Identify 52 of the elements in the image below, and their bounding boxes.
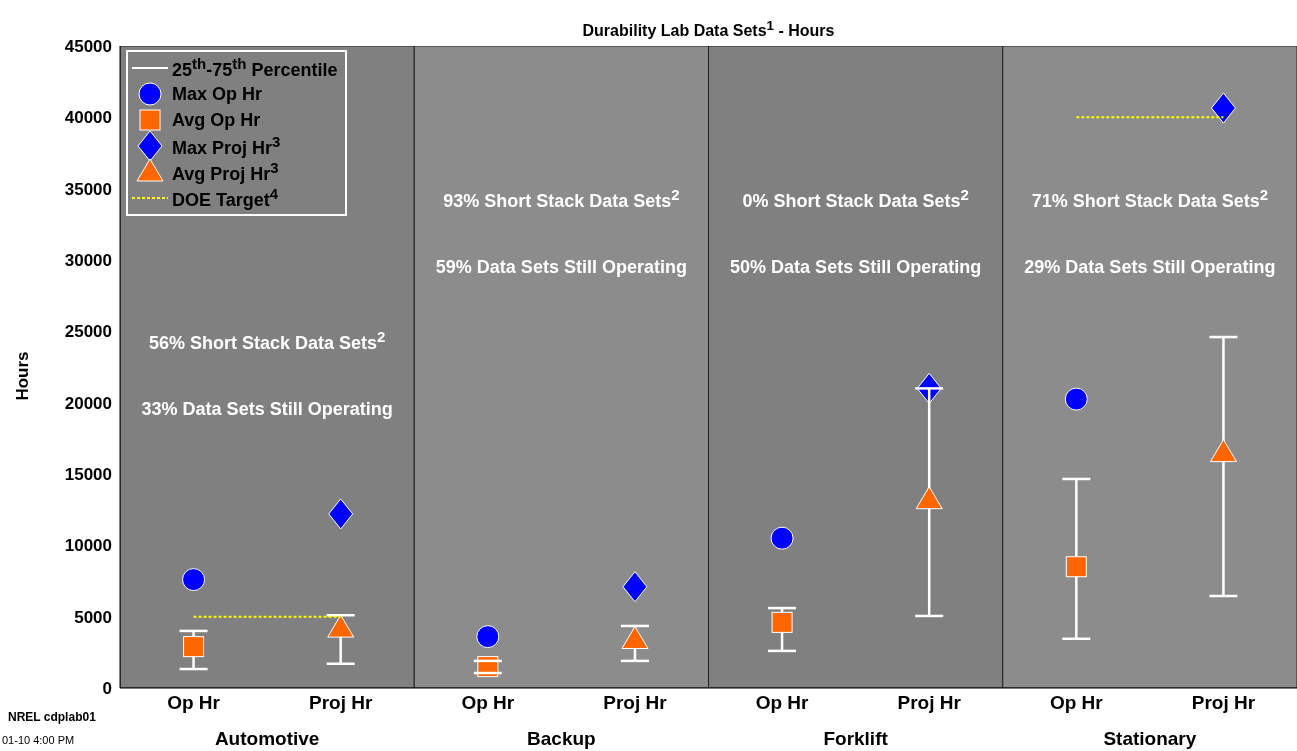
chart-title: Durability Lab Data Sets$^{1}$ - Hours: [581, 18, 836, 41]
x-tick-label: Proj Hr: [1191, 692, 1256, 714]
x-tick-label: Op Hr: [1049, 692, 1104, 714]
y-tick-label: 30000: [64, 251, 112, 271]
y-tick-label: 5000: [74, 607, 112, 627]
y-tick-label: 0: [102, 679, 112, 699]
legend-label: Avg Proj Hr$^{3}$: [172, 159, 279, 185]
legend-label: 25$^{th}$-75$^{th}$ Percentile: [172, 55, 338, 81]
annotation: 33% Data Sets Still Operating: [140, 399, 394, 420]
point: [915, 486, 943, 510]
text: Backup: [526, 728, 597, 750]
y-tick-label: 20000: [64, 393, 112, 413]
point: [182, 568, 206, 592]
x-tick-label: Proj Hr: [309, 692, 373, 714]
point: [1065, 556, 1087, 578]
y-tick-label: 10000: [64, 536, 112, 556]
point: [183, 636, 205, 658]
annotation: 59% Data Sets Still Operating: [434, 257, 688, 278]
x-tick-label: Proj Hr: [603, 692, 668, 714]
legend-label: Max Proj Hr$^{3}$: [172, 133, 281, 159]
y-axis-title: Hours: [12, 351, 33, 401]
y-tick-label: 45000: [64, 37, 112, 57]
annotation: 50% Data Sets Still Operating: [729, 257, 983, 278]
y-tick-label: 15000: [64, 465, 112, 485]
annotation: 56% Short Stack Data Sets$^{2}$: [147, 328, 387, 354]
x-tick-label: Proj Hr: [897, 692, 962, 714]
text: NREL cdplab01: [8, 710, 96, 724]
annotation: 93% Short Stack Data Sets$^{2}$: [442, 186, 681, 212]
text: Forklift: [822, 728, 889, 750]
text: Stationary: [1102, 728, 1198, 750]
annotation: 29% Data Sets Still Operating: [1023, 257, 1277, 278]
point: [1064, 387, 1088, 411]
text: Automotive: [213, 728, 321, 750]
point: [771, 611, 793, 633]
point: [1209, 439, 1237, 463]
x-tick-label: Op Hr: [461, 692, 515, 714]
point: [476, 625, 500, 649]
text: 01-10 4:00 PM: [2, 734, 75, 746]
point: [328, 498, 354, 530]
y-tick-label: 35000: [64, 179, 112, 199]
legend-label: Max Op Hr: [172, 83, 263, 105]
point: [622, 571, 648, 603]
y-tick-label: 25000: [64, 322, 112, 342]
legend-label: DOE Target$^{4}$: [172, 185, 279, 211]
annotation: 0% Short Stack Data Sets$^{2}$: [741, 186, 970, 212]
legend-label: Avg Op Hr: [172, 109, 261, 131]
x-tick-label: Op Hr: [755, 692, 810, 714]
point: [1210, 92, 1236, 124]
y-tick-label: 40000: [64, 108, 112, 128]
x-tick-label: Op Hr: [167, 692, 221, 714]
point: [770, 526, 794, 550]
annotation: 71% Short Stack Data Sets$^{2}$: [1030, 186, 1270, 212]
